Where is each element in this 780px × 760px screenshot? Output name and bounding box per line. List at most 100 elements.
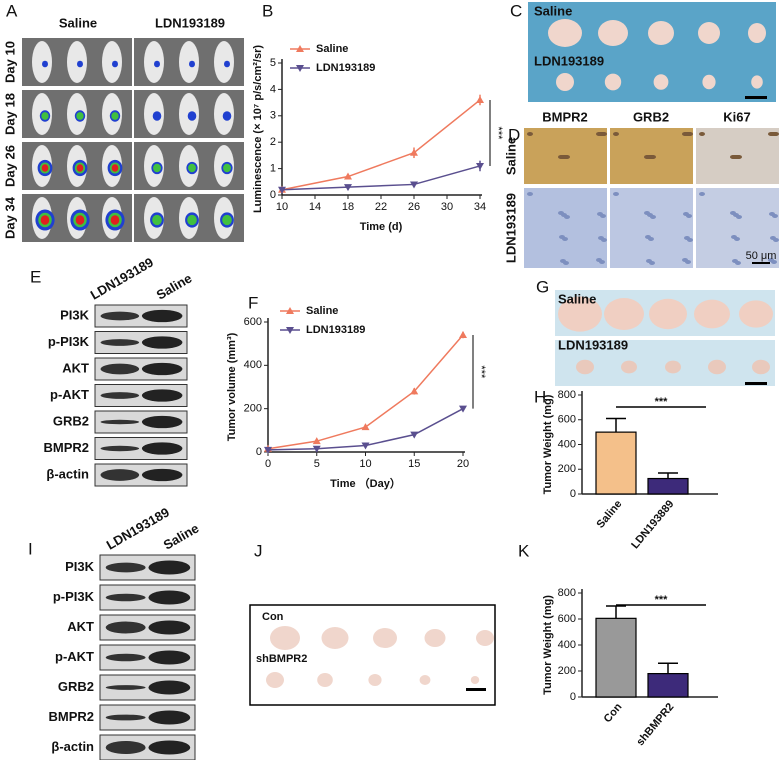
mouse: [32, 41, 52, 83]
row-label: Day 34: [2, 196, 17, 239]
band: [100, 392, 140, 399]
tumor: [548, 19, 582, 47]
nucleus: [699, 192, 705, 196]
nucleus: [597, 212, 603, 216]
nucleus: [558, 211, 564, 215]
marker: [459, 405, 467, 413]
tumor: [698, 22, 720, 44]
row-label: Day 10: [2, 41, 17, 83]
signal: [111, 112, 119, 120]
lane-header: Saline: [161, 520, 202, 552]
signal: [76, 112, 84, 120]
signal: [110, 215, 120, 225]
nucleus: [527, 132, 533, 136]
y-tick-label: 200: [558, 665, 576, 677]
legend-label: LDN193189: [306, 324, 365, 336]
signal: [188, 163, 196, 173]
band: [148, 620, 191, 635]
signal: [40, 215, 50, 225]
x-tick-label: LDN193889: [629, 498, 676, 551]
column-header: LDN193189: [155, 15, 225, 30]
scale-bar: [466, 688, 486, 691]
panel-letter: C: [510, 1, 522, 20]
panel-letter: J: [254, 541, 263, 560]
y-axis-label: Tumor Weight (mg): [542, 394, 554, 494]
mouse: [179, 41, 199, 83]
marker: [410, 431, 419, 439]
tumor: [598, 20, 628, 46]
tumor: [476, 630, 494, 646]
y-tick-label: 600: [244, 316, 262, 328]
row-label: PI3K: [60, 307, 90, 322]
panel-letter: A: [6, 1, 18, 20]
nucleus: [684, 236, 690, 240]
x-tick-label: 30: [441, 201, 453, 213]
x-tick-label: 0: [265, 458, 271, 470]
tumor: [649, 298, 687, 330]
panel-letter: H: [534, 387, 546, 406]
tumor: [424, 629, 446, 647]
x-tick-label: 20: [457, 458, 469, 470]
annotation: ***: [492, 127, 504, 141]
legend-label: Saline: [306, 305, 338, 317]
tumor: [648, 21, 674, 45]
band: [148, 680, 191, 695]
row-label: Con: [262, 611, 284, 623]
series-line: [267, 334, 464, 450]
x-tick-label: 10: [276, 201, 288, 213]
marker: [410, 148, 418, 156]
tumor: [665, 360, 681, 374]
y-tick-label: 200: [558, 463, 576, 475]
nucleus: [730, 211, 736, 215]
band: [105, 562, 146, 573]
signal: [42, 60, 48, 68]
signal: [222, 214, 232, 226]
band: [100, 419, 140, 425]
signal: [189, 60, 195, 68]
row-label: GRB2: [53, 413, 89, 428]
mouse: [144, 41, 164, 83]
signal: [77, 60, 83, 68]
y-axis-label: Luminescence (× 10⁷ p/s/cm²/sr): [252, 45, 264, 213]
row-label: Day 26: [2, 145, 17, 187]
nucleus: [682, 132, 688, 136]
signal: [75, 215, 85, 225]
band: [100, 363, 140, 375]
marker: [286, 307, 294, 314]
band: [148, 740, 191, 755]
row-label: LDN193189: [503, 193, 518, 263]
nucleus: [644, 155, 650, 159]
nucleus: [596, 132, 602, 136]
scale-bar: [745, 382, 767, 385]
row-label: LDN193189: [558, 337, 628, 352]
band: [148, 560, 191, 575]
row-label: p-AKT: [50, 387, 89, 402]
band: [141, 442, 183, 455]
marker: [296, 45, 304, 52]
nucleus: [559, 235, 565, 239]
x-tick-label: 26: [408, 201, 420, 213]
marker: [410, 181, 418, 189]
signal: [154, 60, 160, 68]
tumor: [621, 360, 637, 374]
scale-label: 50 μm: [746, 250, 777, 262]
marker: [344, 172, 352, 180]
nucleus: [558, 155, 564, 159]
y-tick-label: 0: [570, 488, 576, 500]
lane-header: LDN193189: [88, 255, 156, 303]
annotation: ***: [475, 365, 487, 379]
mouse: [214, 41, 234, 83]
y-tick-label: 600: [558, 414, 576, 426]
band: [148, 650, 191, 665]
row-label: Saline: [558, 291, 596, 306]
y-tick-label: 400: [244, 359, 262, 371]
x-tick-label: 5: [314, 458, 320, 470]
band: [100, 445, 140, 452]
x-axis-label: Time (d): [360, 221, 403, 233]
tumor: [558, 296, 602, 332]
y-tick-label: 600: [558, 613, 576, 625]
marker: [410, 387, 419, 395]
nucleus: [613, 132, 619, 136]
tumor: [702, 74, 716, 90]
legend-label: Saline: [316, 43, 348, 55]
